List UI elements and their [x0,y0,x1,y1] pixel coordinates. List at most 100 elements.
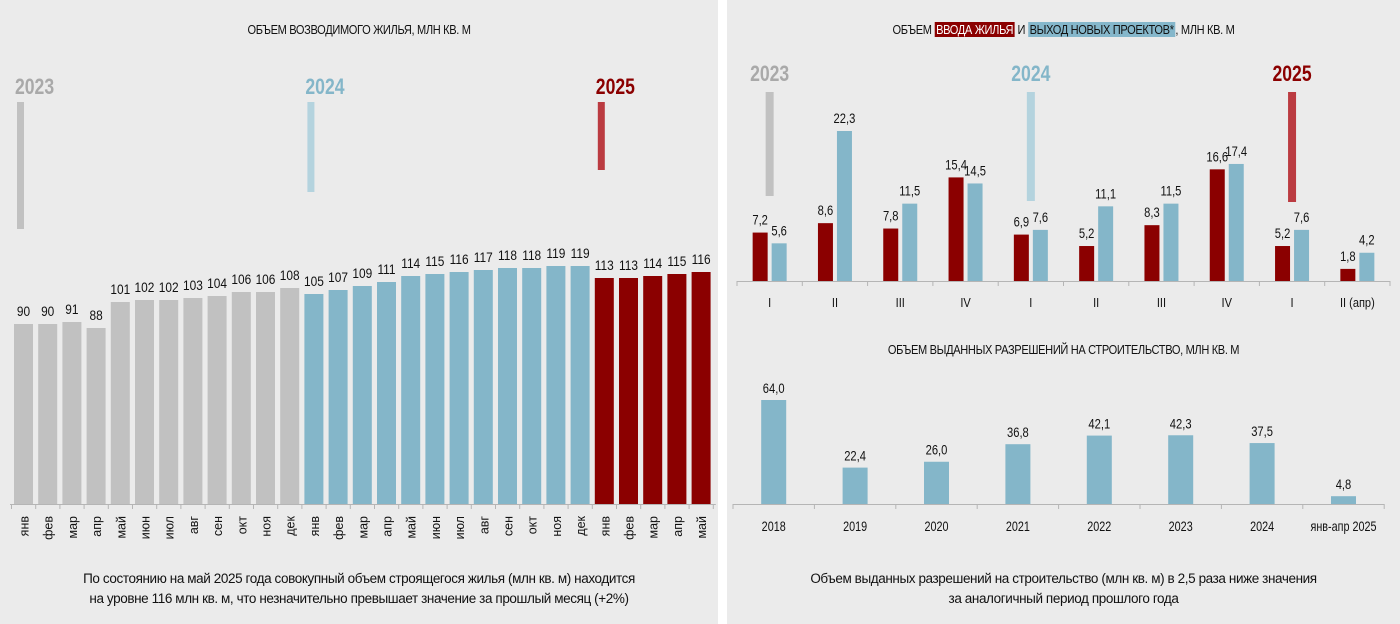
bar-commissioning [1340,268,1356,281]
year-label: 2025 [1272,62,1311,86]
bar-value-label: 5,2 [1275,226,1291,241]
bar [38,324,58,504]
bar-value-label: 119 [571,245,590,261]
right-panel: ОБЪЕМ ВВОДА ЖИЛЬЯ И ВЫХОД НОВЫХ ПРОЕКТОВ… [727,0,1400,624]
x-tick-label: 2018 [762,519,786,534]
year-marker-bar [597,102,605,170]
chart-title: ОБЪЕМ ВЫДАННЫХ РАЗРЕШЕНИЙ НА СТРОИТЕЛЬСТ… [887,342,1240,357]
bar [1005,444,1031,504]
bar-value-label: 8,6 [818,203,834,218]
bar-value-label: 115 [667,253,686,269]
bar [159,300,179,504]
title-part: И [1014,22,1028,37]
bar [62,322,82,504]
x-tick-label: сен [502,516,516,536]
bar [183,298,203,504]
x-tick-label: III [896,295,905,310]
x-tick-label: окт [526,516,540,535]
bar-value-label: 4,2 [1359,233,1375,248]
bar-new-projects [1032,229,1048,281]
x-tick-label: 2019 [843,519,867,534]
bar-value-label: 16,6 [1206,149,1228,164]
x-tick-label: мар [356,516,370,539]
bar [256,292,275,504]
bar-value-label: 22,3 [834,111,856,126]
bar-value-label: 6,9 [1014,214,1030,229]
bar-value-label: 90 [17,303,30,319]
bar-value-label: 111 [377,261,395,277]
bar-value-label: 116 [692,251,711,267]
caption-line: Объем выданных разрешений на строительст… [810,571,1317,586]
bar-value-label: 114 [401,255,420,271]
bar [498,268,517,504]
bar [1249,443,1275,504]
bar-commissioning [1275,246,1291,281]
x-tick-label: ноя [550,516,564,537]
bar-value-label: 109 [352,265,372,281]
bar-value-label: 1,8 [1340,249,1356,264]
bar [352,286,372,504]
caption-line: По состоянию на май 2025 года совокупный… [83,571,635,586]
x-tick-label: ноя [260,516,274,537]
x-tick-label: апр [671,516,685,537]
x-tick-label: дек [574,515,588,535]
year-marker-bar [1026,92,1035,201]
bar-value-label: 4,8 [1336,477,1352,492]
bar [377,282,396,504]
commissioning-chart: I7,25,6II8,622,3III7,811,5IV15,414,5I6,9… [736,62,1391,310]
bar [522,268,542,504]
bar-new-projects [967,183,983,281]
bar-value-label: 91 [65,301,78,317]
x-tick-label: авг [477,516,491,535]
bar-value-label: 117 [474,249,493,265]
year-marker-bar [1288,92,1297,202]
x-tick-label: II [1093,295,1099,310]
x-tick-label: мар [647,516,661,539]
bar-value-label: 118 [498,247,517,263]
year-label: 2025 [596,75,635,99]
bar-value-label: 118 [522,247,541,263]
bar-value-label: 36,8 [1007,425,1029,440]
bar-value-label: 105 [304,273,324,289]
x-tick-label: 2024 [1250,519,1274,534]
bar-commissioning [1079,246,1095,281]
under-construction-panel: ОБЪЕМ ВОЗВОДИМОГО ЖИЛЬЯ, МЛН КВ. М 90 янв… [0,0,718,624]
x-tick-label: май [695,516,709,539]
bar-value-label: 7,8 [883,208,899,223]
x-tick-label: май [405,516,419,539]
x-tick-label: янв [598,516,612,537]
caption-line: за аналогичный период прошлого года [948,591,1179,606]
x-tick-label: янв [308,516,322,537]
bar-new-projects [1228,163,1244,281]
bar-value-label: 11,1 [1095,186,1116,201]
chart-caption: Объем выданных разрешений на строительст… [727,569,1400,609]
bar-new-projects [1163,203,1179,281]
bar [207,296,227,504]
bar-commissioning [752,232,768,281]
bar-new-projects [1359,252,1375,281]
bar [643,276,663,504]
x-tick-label: III [1157,295,1166,310]
bar-commissioning [1209,169,1225,281]
x-tick-label: янв [18,516,32,537]
bar-value-label: 103 [183,277,203,293]
bar [1331,496,1356,504]
x-tick-label: окт [235,516,249,535]
bar-value-label: 114 [643,255,662,271]
bar-value-label: 7,6 [1294,210,1310,225]
bar-commissioning [1144,225,1160,281]
bar [304,294,324,504]
title-legend-commissioning: ВВОДА ЖИЛЬЯ [934,22,1015,37]
bar-value-label: 116 [450,251,469,267]
bar-value-label: 26,0 [926,443,948,458]
bar [924,461,949,504]
x-tick-label: дек [284,515,298,535]
chart-title: ОБЪЕМ ВВОДА ЖИЛЬЯ И ВЫХОД НОВЫХ ПРОЕКТОВ… [777,22,1349,37]
x-tick-label: авг [187,516,201,535]
bar-value-label: 42,3 [1170,416,1192,431]
bar [401,276,421,504]
year-label: 2023 [15,75,54,99]
permits-chart: 64,0 2018 22,4 2019 26,0 2020 36,8 2021 42,1 2022… [732,381,1385,534]
chart-caption: По состоянию на май 2025 года совокупный… [0,569,718,609]
bar-value-label: 7,6 [1033,210,1049,225]
